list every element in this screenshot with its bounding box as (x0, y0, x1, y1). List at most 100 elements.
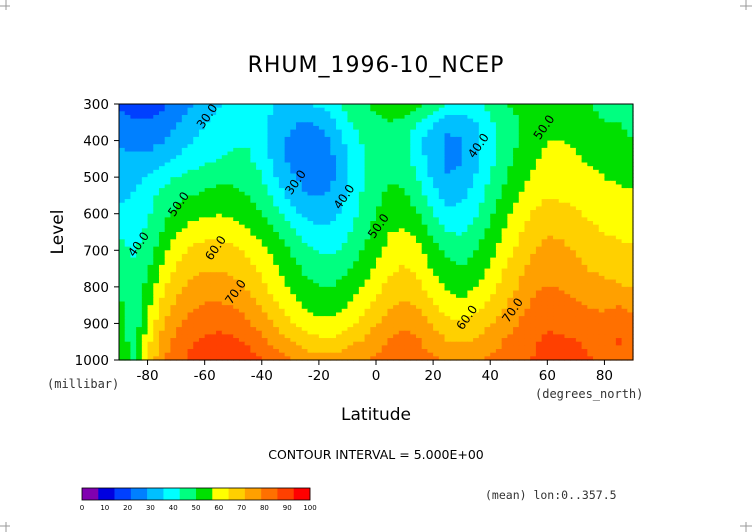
field-cell (181, 140, 189, 145)
field-cell (547, 140, 554, 145)
field-cell (535, 195, 543, 200)
field-cell (427, 210, 434, 215)
field-cell (153, 129, 160, 134)
field-cell (119, 301, 126, 306)
field-cell (438, 221, 446, 226)
field-cell (438, 242, 446, 248)
field-cell (267, 191, 274, 197)
field-cell (484, 136, 491, 142)
field-cell (204, 268, 211, 273)
field-cell (427, 155, 434, 160)
field-cell (513, 133, 520, 138)
field-cell (524, 232, 531, 237)
field-cell (324, 206, 331, 211)
field-cell (296, 125, 303, 131)
field-cell (393, 140, 400, 145)
field-cell (370, 107, 377, 112)
field-cell (575, 228, 583, 233)
field-cell (198, 268, 206, 273)
field-cell (524, 188, 531, 193)
field-cell (501, 104, 508, 109)
field-cell (415, 107, 423, 112)
field-cell (216, 136, 223, 142)
field-cell (216, 129, 223, 134)
field-cell (210, 210, 217, 215)
field-cell (353, 162, 360, 167)
field-cell (495, 257, 503, 262)
field-cell (501, 279, 508, 284)
field-cell (347, 158, 354, 164)
field-cell (153, 195, 160, 200)
field-cell (501, 147, 508, 153)
field-cell (553, 140, 560, 145)
field-cell (530, 173, 537, 178)
field-cell (473, 239, 480, 244)
field-cell (147, 297, 154, 303)
field-cell (478, 268, 486, 273)
field-cell (444, 158, 451, 164)
field-cell (530, 202, 537, 207)
field-cell (581, 199, 588, 204)
field-cell (181, 107, 189, 112)
field-cell (461, 268, 468, 273)
field-cell (198, 305, 206, 310)
field-cell (421, 199, 428, 204)
field-cell (136, 136, 143, 142)
field-cell (153, 213, 160, 218)
field-cell (290, 184, 297, 189)
field-cell (518, 136, 526, 142)
field-cell (621, 275, 628, 281)
field-cell (370, 206, 377, 211)
field-cell (376, 162, 383, 167)
field-cell (221, 122, 229, 127)
field-cell (347, 111, 354, 116)
field-cell (627, 173, 634, 178)
field-cell (238, 144, 246, 149)
field-cell (387, 232, 394, 237)
field-cell (381, 136, 389, 142)
field-cell (598, 210, 606, 215)
field-cell (438, 136, 446, 142)
field-cell (376, 155, 383, 160)
field-cell (187, 268, 194, 273)
field-cell (296, 166, 303, 171)
field-cell (164, 169, 171, 175)
field-cell (615, 221, 623, 226)
field-cell (119, 268, 126, 273)
field-cell (124, 224, 132, 229)
field-cell (250, 184, 257, 189)
field-cell (193, 118, 200, 123)
field-cell (415, 253, 423, 259)
field-cell (615, 147, 623, 153)
field-cell (216, 169, 223, 175)
field-cell (170, 246, 177, 251)
field-cell (181, 253, 189, 259)
field-cell (501, 275, 508, 281)
field-cell (307, 221, 314, 226)
field-cell (524, 199, 531, 204)
field-cell (301, 261, 309, 266)
field-cell (198, 114, 206, 120)
field-cell (216, 279, 223, 284)
field-cell (518, 264, 526, 270)
field-cell (507, 188, 514, 193)
field-cell (593, 301, 600, 306)
field-cell (336, 250, 343, 255)
field-cell (558, 272, 566, 277)
field-cell (330, 297, 337, 303)
field-cell (216, 206, 223, 211)
field-cell (358, 297, 366, 303)
field-cell (376, 235, 383, 240)
field-cell (330, 169, 337, 175)
field-cell (176, 122, 183, 127)
field-cell (507, 206, 514, 211)
field-cell (130, 283, 137, 288)
field-cell (187, 224, 194, 229)
field-cell (415, 191, 423, 197)
field-cell (227, 104, 234, 109)
field-cell (450, 221, 457, 226)
field-cell (136, 111, 143, 116)
field-cell (427, 253, 434, 259)
field-cell (495, 122, 503, 127)
field-cell (547, 235, 554, 240)
